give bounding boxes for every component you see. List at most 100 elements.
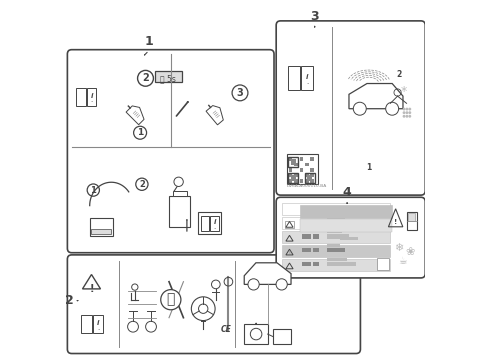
Bar (294, 174, 297, 177)
Bar (310, 157, 313, 161)
Circle shape (402, 111, 405, 114)
Bar (286, 154, 317, 184)
Circle shape (385, 102, 398, 115)
Bar (300, 205, 391, 218)
Bar (304, 173, 314, 183)
Text: .: . (90, 97, 93, 103)
Text: DV6A-A000110-BA: DV6A-A000110-BA (286, 184, 326, 189)
Bar (326, 220, 352, 225)
Text: ⏱ 5s: ⏱ 5s (160, 75, 176, 84)
Bar (81, 315, 92, 333)
Text: i: i (305, 74, 307, 80)
Bar (326, 244, 339, 247)
Polygon shape (205, 105, 223, 125)
Text: 3: 3 (236, 88, 243, 98)
Bar (306, 175, 311, 181)
Circle shape (407, 111, 410, 114)
Bar (336, 228, 355, 232)
Circle shape (405, 108, 407, 111)
Circle shape (174, 177, 183, 186)
Bar (310, 168, 313, 172)
FancyBboxPatch shape (67, 50, 273, 253)
Text: .: . (97, 325, 99, 330)
Bar (337, 219, 359, 223)
Text: 4: 4 (342, 186, 351, 199)
Bar (299, 179, 303, 183)
Circle shape (405, 115, 407, 118)
Bar (168, 196, 190, 227)
Text: ❄: ❄ (394, 243, 403, 253)
Bar (154, 71, 181, 82)
Bar (302, 220, 310, 225)
Bar (290, 175, 295, 181)
Text: .: . (213, 224, 215, 230)
Bar (288, 157, 292, 161)
Circle shape (247, 279, 259, 290)
Bar (312, 220, 319, 225)
Text: 1: 1 (366, 163, 371, 172)
Bar (326, 248, 345, 252)
Text: 3: 3 (310, 10, 318, 23)
Bar (312, 262, 319, 266)
Circle shape (276, 279, 286, 290)
Bar (377, 258, 388, 270)
Bar (282, 258, 389, 271)
Text: !: ! (89, 284, 94, 294)
Bar (294, 179, 297, 183)
Bar (370, 84, 388, 89)
Bar (91, 229, 111, 234)
Bar (312, 234, 319, 239)
Text: i: i (97, 320, 99, 326)
Polygon shape (348, 84, 402, 109)
Bar (288, 173, 298, 183)
Text: i: i (90, 93, 93, 99)
FancyBboxPatch shape (276, 197, 425, 278)
Bar (326, 258, 347, 261)
Bar (87, 88, 96, 106)
Bar (299, 157, 303, 161)
Text: 1: 1 (90, 186, 96, 194)
Bar (407, 213, 415, 221)
Bar (285, 221, 294, 228)
Bar (326, 262, 355, 266)
Bar (93, 315, 103, 333)
Bar (89, 218, 113, 236)
Bar (299, 168, 303, 172)
Circle shape (405, 111, 407, 114)
Text: Ⓟ: Ⓟ (166, 293, 175, 307)
Bar (305, 163, 308, 166)
Bar (282, 245, 389, 257)
Text: i: i (288, 249, 290, 255)
Polygon shape (244, 263, 290, 284)
Bar (310, 179, 313, 183)
Bar (326, 230, 342, 233)
Circle shape (352, 102, 366, 115)
Text: *: * (400, 85, 407, 98)
Bar (406, 212, 416, 230)
Circle shape (87, 184, 99, 196)
Bar (282, 231, 389, 243)
Bar (294, 163, 297, 166)
Text: ❀: ❀ (404, 247, 413, 257)
FancyBboxPatch shape (67, 255, 360, 354)
Bar (244, 324, 267, 344)
Bar (302, 234, 310, 239)
Bar (300, 219, 391, 231)
Bar (288, 174, 292, 177)
Bar (282, 203, 389, 215)
Circle shape (402, 108, 405, 111)
Text: 2: 2 (142, 73, 148, 83)
Bar (310, 174, 313, 177)
Circle shape (136, 178, 148, 190)
Circle shape (161, 289, 181, 310)
Bar (301, 67, 312, 90)
Text: 2: 2 (139, 180, 144, 189)
Bar (282, 217, 389, 229)
Bar (288, 157, 298, 167)
Circle shape (137, 71, 153, 86)
Text: 2: 2 (396, 70, 401, 79)
Bar (339, 237, 357, 240)
Bar (272, 329, 290, 344)
Text: !: ! (393, 219, 396, 225)
Circle shape (232, 85, 247, 101)
